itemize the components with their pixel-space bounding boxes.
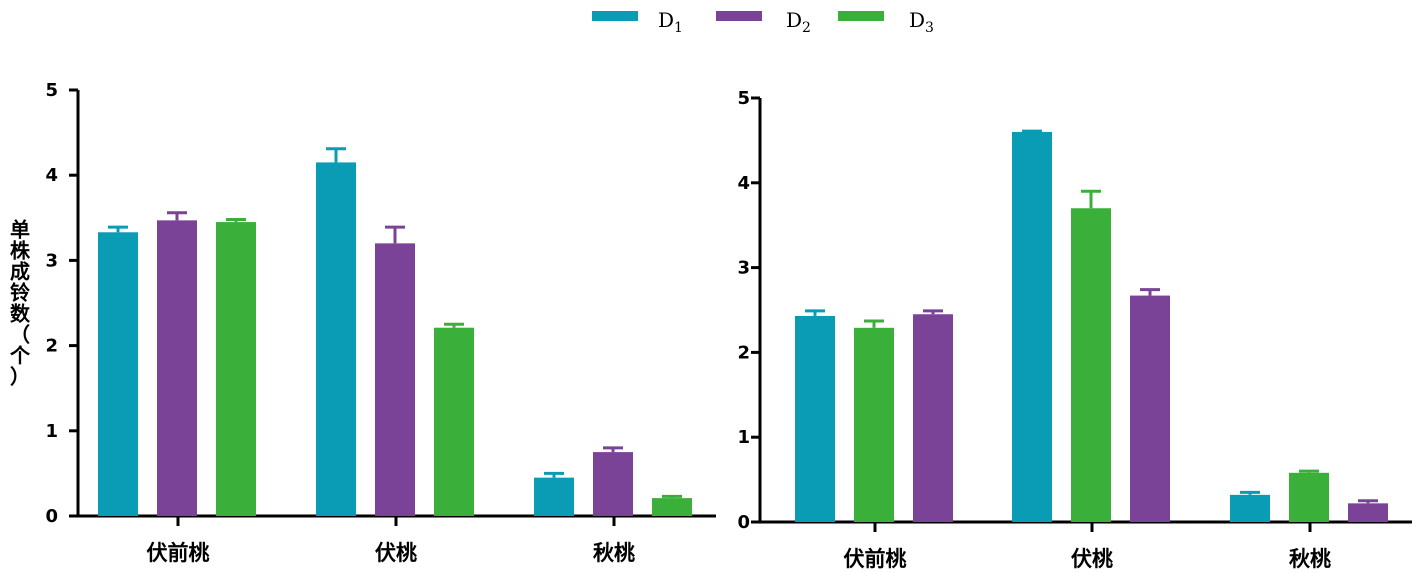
legend-item-d2: D2	[716, 8, 811, 36]
legend-swatch-d3	[838, 11, 884, 21]
bar-d1-1	[1012, 131, 1052, 523]
bar-d2-1	[375, 243, 415, 517]
bar-d1-1	[316, 162, 356, 517]
y-tick-label: 3	[45, 250, 58, 271]
category-label: 伏桃	[1071, 547, 1113, 571]
bar-d3-0	[854, 327, 894, 522]
bar-d2-1	[1130, 295, 1170, 522]
bar-d3-1	[434, 327, 474, 516]
legend-swatch-d1	[592, 11, 638, 21]
legend-swatch-d2	[716, 11, 762, 21]
bar-d3-0	[216, 222, 256, 516]
bar-d1-0	[98, 232, 138, 516]
category-label: 伏前桃	[844, 547, 907, 571]
bar-d2-0	[913, 314, 953, 522]
legend-label-d3: D3	[909, 8, 934, 36]
y-axis-title: 单株成铃数（个）	[9, 218, 31, 389]
category-label: 伏前桃	[147, 541, 210, 565]
category-label: 伏桃	[375, 541, 417, 565]
bar-d2-0	[157, 220, 197, 516]
bar-d2-2	[1348, 503, 1388, 522]
y-tick-label: 2	[45, 336, 58, 357]
legend-item-d3: D3	[838, 8, 934, 36]
y-tick-label: 2	[737, 342, 750, 363]
y-tick-label: 0	[737, 512, 750, 533]
bar-d3-2	[1289, 472, 1329, 522]
bar-d1-2	[1230, 494, 1270, 522]
chart-left: 0 1 2 3 4 5 伏前桃 伏桃 秋桃 单株成铃数（个）	[9, 80, 716, 565]
legend-item-d1: D1	[592, 8, 683, 36]
y-tick-label: 0	[45, 506, 58, 527]
legend-label-d2: D2	[786, 8, 811, 36]
legend: D1 D2 D3	[592, 8, 934, 36]
category-label: 秋桃	[593, 541, 635, 565]
bar-d3-2	[652, 498, 692, 516]
bar-d1-2	[534, 477, 574, 516]
y-tick-label: 1	[737, 427, 750, 448]
bar-d3-1	[1071, 208, 1111, 523]
y-tick-label: 1	[45, 421, 58, 442]
legend-label-d1: D1	[658, 8, 683, 36]
y-tick-label: 5	[737, 88, 750, 109]
y-tick-label: 4	[737, 173, 750, 194]
y-tick-label: 3	[737, 258, 750, 279]
bar-d2-2	[593, 452, 633, 516]
y-tick-label: 4	[45, 165, 58, 186]
y-tick-label: 5	[45, 80, 58, 101]
category-label: 秋桃	[1289, 547, 1331, 571]
chart-right: 0 1 2 3 4 5 伏前桃 伏桃 秋桃	[737, 88, 1412, 571]
bar-d1-0	[795, 315, 835, 522]
